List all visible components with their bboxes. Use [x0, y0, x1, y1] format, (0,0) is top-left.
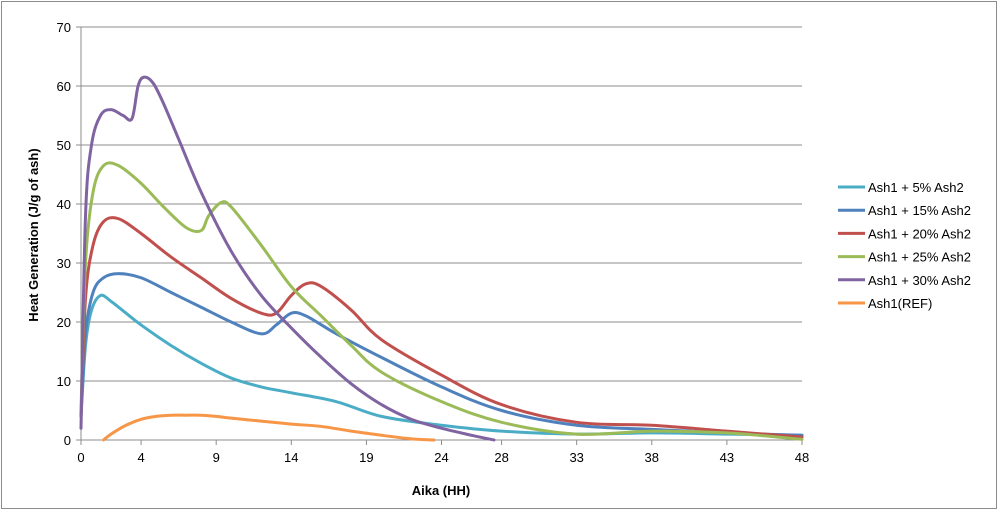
x-tick-label: 38 [645, 450, 659, 465]
y-tick-label: 50 [57, 138, 71, 153]
axes [76, 26, 803, 445]
x-tick-label: 24 [434, 450, 448, 465]
y-tick-label: 40 [57, 197, 71, 212]
x-tick-label: 28 [494, 450, 508, 465]
x-tick-label: 33 [569, 450, 583, 465]
x-tick-label: 0 [77, 450, 84, 465]
y-tick-label: 30 [57, 256, 71, 271]
y-tick-label: 60 [57, 79, 71, 94]
series-lines [79, 75, 804, 442]
tick-labels: 0 10 20 30 40 50 60 70 0 4 9 14 19 24 28 33 38 43 48 [57, 20, 810, 465]
y-tick-label: 10 [57, 374, 71, 389]
x-tick-label: 43 [720, 450, 734, 465]
legend-entry: Ash1 + 5% Ash2 [868, 180, 964, 195]
series-line-4 [79, 161, 804, 441]
y-tick-label: 0 [64, 433, 71, 448]
y-axis-title: Heat Generation (J/g of ash) [26, 148, 41, 321]
x-tick-label: 19 [359, 450, 373, 465]
x-tick-label: 48 [795, 450, 809, 465]
x-axis-title: Aika (HH) [412, 483, 471, 498]
y-tick-label: 70 [57, 20, 71, 35]
legend-entry: Ash1(REF) [868, 296, 932, 311]
series-line-6 [102, 413, 436, 442]
legend-entry: Ash1 + 20% Ash2 [868, 226, 971, 241]
x-tick-label: 4 [137, 450, 144, 465]
legend-entry: Ash1 + 30% Ash2 [868, 273, 971, 288]
x-tick-label: 14 [284, 450, 298, 465]
series-line-5 [79, 75, 496, 442]
x-tick-label: 9 [213, 450, 220, 465]
grid-lines [81, 26, 802, 382]
legend: Ash1 + 5% Ash2 Ash1 + 15% Ash2 Ash1 + 20% … [838, 180, 971, 311]
y-tick-label: 20 [57, 315, 71, 330]
series-line-2 [79, 272, 804, 437]
series-line-3 [79, 216, 804, 439]
legend-entry: Ash1 + 15% Ash2 [868, 203, 971, 218]
legend-entry: Ash1 + 25% Ash2 [868, 250, 971, 265]
